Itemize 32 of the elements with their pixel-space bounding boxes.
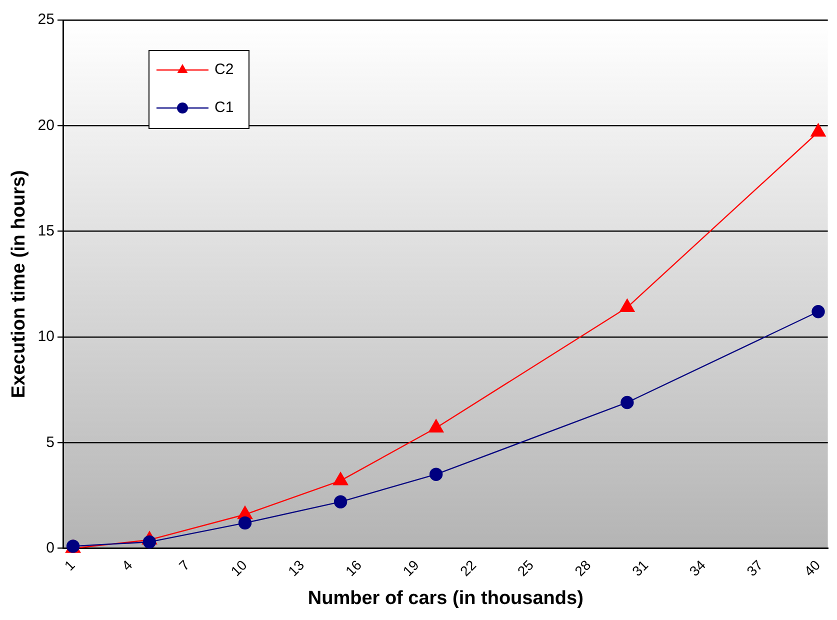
y-tick-label: 0 xyxy=(46,539,54,556)
x-tick-label: 22 xyxy=(456,556,480,580)
legend-label: C1 xyxy=(214,99,234,116)
y-tick-label: 25 xyxy=(38,11,54,28)
point xyxy=(334,495,348,508)
point xyxy=(620,298,635,312)
x-tick-label: 40 xyxy=(800,556,824,580)
point xyxy=(810,123,826,137)
x-axis-title: Number of cars (in thousands) xyxy=(308,588,584,609)
y-tick-label: 20 xyxy=(38,116,54,134)
x-tick-label: 13 xyxy=(284,556,308,580)
y-axis-title: Execution time (in hours) xyxy=(8,170,30,398)
x-tick-label: 28 xyxy=(571,556,594,580)
y-tick-label: 10 xyxy=(38,328,54,346)
point xyxy=(812,305,825,318)
x-tick-label: 16 xyxy=(342,556,365,580)
x-tick-label: 10 xyxy=(228,556,250,580)
x-tick-label: 37 xyxy=(743,556,766,580)
x-tick-label: 25 xyxy=(514,556,537,580)
point xyxy=(620,396,634,410)
point xyxy=(429,468,443,481)
point xyxy=(238,516,252,530)
y-tick-label: 15 xyxy=(38,222,54,240)
y-tick-label: 5 xyxy=(46,434,54,451)
x-tick-label: 7 xyxy=(176,556,193,574)
x-tick-label: 34 xyxy=(686,556,709,580)
point xyxy=(142,535,156,549)
x-tick-label: 1 xyxy=(61,556,78,574)
x-tick-label: 4 xyxy=(118,556,136,574)
legend-label: C2 xyxy=(214,61,234,78)
x-tick-label: 19 xyxy=(400,556,422,580)
x-tick-label: 31 xyxy=(628,556,652,580)
